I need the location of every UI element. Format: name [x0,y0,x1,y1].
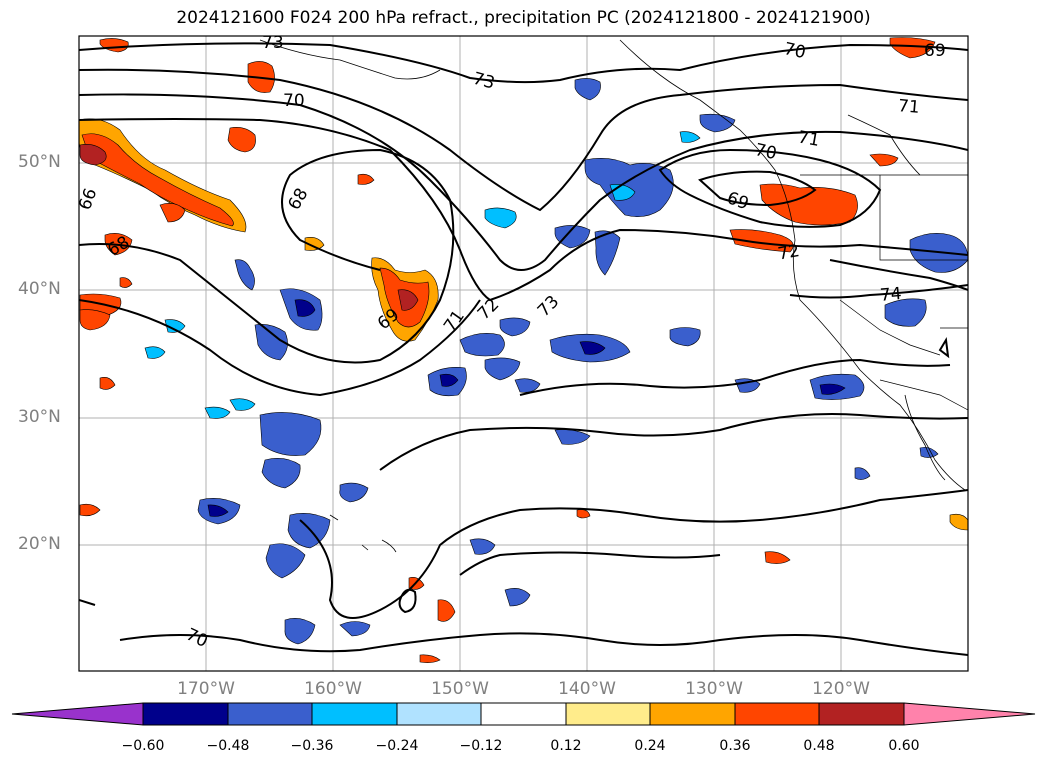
colorbar-bin [227,702,314,726]
refractivity-contours [79,42,968,656]
negative-precip-patches [144,78,968,645]
lat-label-30n: 30°N [18,407,61,427]
colorbar-bin [649,702,736,726]
gridlines [79,36,968,671]
colorbar-tick-label: 0.12 [550,738,582,754]
colorbar-bin [311,702,398,726]
colorbar-tick-label: −0.12 [459,738,503,754]
political-borders [800,174,968,411]
contour-label: 72 [474,295,503,324]
plot-frame [78,35,969,672]
lon-label-140w: 140°W [558,679,616,699]
colorbar [11,702,1036,726]
lat-label-40n: 40°N [18,279,61,299]
colorbar-bin [142,702,229,726]
colorbar-bin [396,702,483,726]
colorbar-bin [565,702,652,726]
colorbar-bin [734,702,821,726]
lat-label-50n: 50°N [18,152,61,172]
contour-label: 70 [183,625,211,652]
contour-label: 73 [262,33,284,53]
contour-label: 71 [897,96,920,118]
contour-label: 73 [471,69,497,94]
coastlines [259,39,966,553]
contour-label: 70 [782,39,807,63]
lon-label-130w: 130°W [685,679,743,699]
colorbar-tick-label: −0.60 [121,738,165,754]
lon-label-150w: 150°W [431,679,489,699]
colorbar-bin [818,702,905,726]
positive-precip-patches [79,37,968,663]
contour-label: 70 [283,91,305,111]
contour-label: 66 [75,186,101,213]
colorbar-max-extend [903,702,1036,726]
contour-label: 69 [924,41,946,61]
lon-label-160w: 160°W [304,679,362,699]
lon-label-120w: 120°W [812,679,870,699]
colorbar-tick-label: −0.24 [375,738,419,754]
contour-label: 71 [796,127,821,150]
contour-label: 74 [879,284,902,306]
colorbar-tick-label: −0.36 [290,738,334,754]
colorbar-tick-label: 0.60 [888,738,920,754]
colorbar-tick-label: 0.36 [719,738,751,754]
colorbar-tick-label: 0.48 [803,738,835,754]
colorbar-min-extend [11,702,144,726]
map-title: 2024121600 F024 200 hPa refract., precip… [176,8,871,28]
contour-label: 68 [284,185,312,214]
contour-label: 71 [440,307,469,336]
colorbar-tick-label: −0.48 [206,738,250,754]
lat-label-20n: 20°N [18,534,61,554]
colorbar-tick-label: 0.24 [634,738,666,754]
contour-label: 70 [753,140,778,164]
lon-label-170w: 170°W [177,679,235,699]
contour-label: 73 [534,292,563,321]
contour-label: 72 [776,241,801,264]
colorbar-bin [480,702,567,726]
